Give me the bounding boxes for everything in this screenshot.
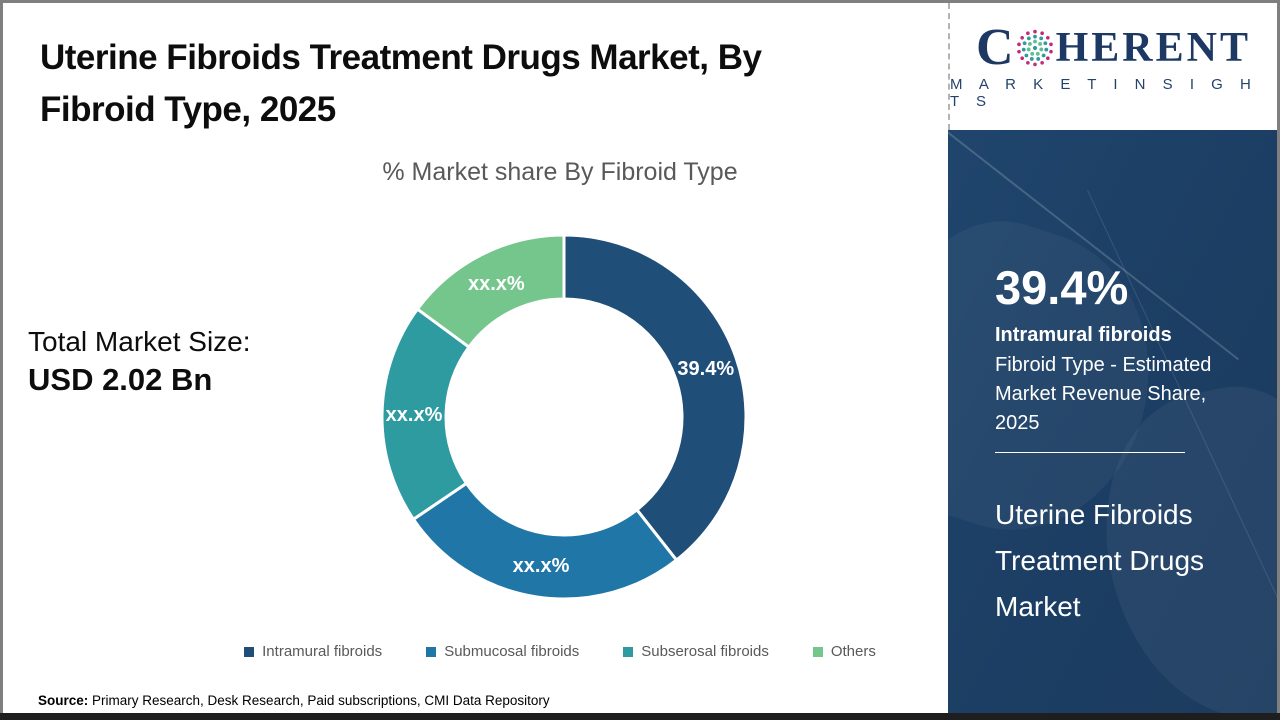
- globe-dot: [1032, 29, 1037, 33]
- donut-segment-label: xx.x%: [468, 273, 525, 295]
- brand-logo: C HERENT M A R K E T I N S I G H T S: [948, 3, 1277, 130]
- legend-label: Submucosal fibroids: [444, 643, 580, 660]
- globe-dot: [1032, 34, 1037, 38]
- page-title-line1: Uterine Fibroids Treatment Drugs Market,…: [40, 38, 762, 77]
- globe-dot: [1035, 56, 1040, 61]
- legend-item-intramural-fibroids: Intramural fibroids: [244, 643, 382, 660]
- globe-dot: [1043, 40, 1047, 45]
- globe-dot: [1016, 42, 1021, 46]
- globe-dot: [1039, 60, 1044, 65]
- legend-swatch: [812, 646, 823, 657]
- source-text: Primary Research, Desk Research, Paid su…: [88, 693, 550, 708]
- globe-dot: [1026, 47, 1031, 51]
- globe-dot: [1026, 36, 1031, 40]
- chart-legend: Intramural fibroids Submucosal fibroids Su…: [90, 643, 1030, 660]
- globe-dot: [1027, 41, 1032, 46]
- sidebar-divider: [995, 452, 1185, 453]
- donut-chart: 39.4% xx.x% xx.x% xx.x%: [364, 217, 764, 617]
- frame-border-left: [0, 0, 3, 720]
- brand-letters-rest: HERENT: [1055, 24, 1251, 71]
- globe-dot: [1029, 56, 1034, 61]
- globe-dot: [1032, 39, 1037, 43]
- globe-dot: [1019, 35, 1024, 40]
- globe-dot: [1032, 62, 1037, 66]
- total-market-size-label: Total Market Size:: [28, 326, 251, 357]
- frame-border-bottom: [0, 713, 1280, 720]
- globe-dot: [1045, 55, 1050, 60]
- sidebar-highlight-value: 39.4%: [995, 261, 1129, 314]
- globe-dot: [1039, 30, 1044, 35]
- globe-dot: [1021, 47, 1026, 52]
- legend-item-others: Others: [812, 643, 876, 660]
- donut-segment-label: xx.x%: [513, 555, 570, 577]
- globe-dot: [1045, 35, 1050, 40]
- source-label: Source:: [38, 693, 89, 708]
- globe-dot: [1025, 30, 1030, 35]
- page-title: Uterine Fibroids Treatment Drugs Market,…: [40, 32, 920, 136]
- globe-dot: [1037, 41, 1042, 46]
- sidebar-highlight-name: Intramural fibroids: [995, 324, 1172, 346]
- globe-dot: [1038, 36, 1043, 40]
- source-line: Source: Primary Research, Desk Research,…: [38, 693, 550, 708]
- frame-border-right: [1277, 0, 1280, 720]
- legend-item-subserosal-fibroids: Subserosal fibroids: [623, 643, 769, 660]
- legend-swatch: [426, 646, 437, 657]
- frame-border-top: [0, 0, 1280, 3]
- globe-dot: [1035, 51, 1040, 56]
- globe-dot: [1039, 47, 1043, 51]
- sidebar-panel: 39.4% Intramural fibroids Fibroid Type -…: [948, 130, 1280, 713]
- total-market-size-block: Total Market Size: USD 2.02 Bn: [28, 326, 251, 398]
- globe-dot: [1016, 49, 1021, 53]
- globe-dot: [1022, 40, 1027, 45]
- globe-dot: [1043, 47, 1048, 52]
- donut-segment-intramural-fibroids: [562, 233, 748, 562]
- globe-dot: [1019, 55, 1024, 60]
- chart-title: % Market share By Fibroid Type: [382, 158, 738, 186]
- globe-dot: [1029, 51, 1034, 56]
- sidebar-highlight-desc: Fibroid Type - Estimated Market Revenue …: [995, 354, 1212, 434]
- legend-swatch: [623, 646, 634, 657]
- legend-swatch: [244, 646, 255, 657]
- globe-dots-icon: [1016, 29, 1053, 66]
- donut-segment-label: 39.4%: [677, 358, 734, 380]
- globe-dot: [1048, 49, 1053, 53]
- page-title-line2: Fibroid Type, 2025: [40, 90, 336, 129]
- globe-dot: [1024, 53, 1028, 57]
- donut-segment-others: [415, 233, 566, 349]
- legend-item-submucosal-fibroids: Submucosal fibroids: [426, 643, 579, 660]
- brand-letter-c: C: [976, 18, 1014, 76]
- donut-segment-submucosal-fibroids: [411, 481, 678, 601]
- legend-label: Intramural fibroids: [262, 643, 383, 660]
- total-market-size-value: USD 2.02 Bn: [28, 362, 213, 397]
- globe-dot: [1032, 45, 1037, 50]
- legend-label: Others: [830, 643, 876, 660]
- globe-dot: [1025, 60, 1030, 65]
- donut-chart-svg: 39.4% xx.x% xx.x% xx.x%: [380, 233, 748, 601]
- donut-segment-label: xx.x%: [386, 404, 443, 426]
- brand-logo-row: C HERENT: [976, 18, 1251, 76]
- brand-tagline: M A R K E T I N S I G H T S: [950, 75, 1258, 110]
- globe-dot: [1041, 53, 1046, 57]
- globe-dot: [1048, 42, 1053, 46]
- sidebar-market-name: Uterine Fibroids Treatment Drugs Market: [995, 499, 1205, 622]
- legend-label: Subserosal fibroids: [641, 643, 769, 660]
